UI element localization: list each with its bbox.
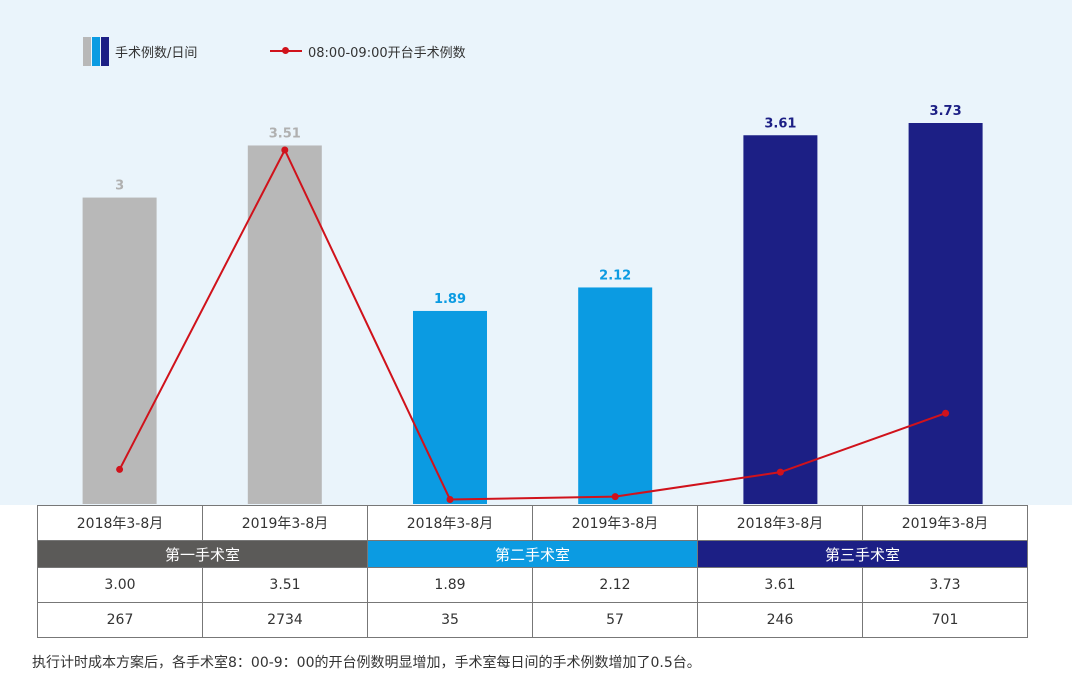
- bar-legend-icon: [83, 36, 109, 66]
- legend-bar-label: 手术例数/日间: [115, 45, 198, 61]
- chart-background: [0, 0, 1072, 505]
- line-point: [446, 495, 454, 503]
- table-cell: 2734: [202, 602, 368, 638]
- bar-value-label: 2.12: [599, 268, 631, 283]
- value-row-2: 267 2734 35 57 246 701: [37, 602, 1028, 638]
- table-cell: 701: [862, 602, 1028, 638]
- chart-bar: [413, 310, 487, 504]
- table-cell: 3.00: [37, 567, 203, 603]
- chart-bar: [578, 287, 653, 504]
- data-table: 2018年3-8月 2019年3-8月 2018年3-8月 2019年3-8月 …: [37, 505, 1028, 638]
- bar-value-label: 3.73: [930, 104, 962, 119]
- line-point: [776, 468, 784, 476]
- chart-bar: [82, 197, 157, 505]
- period-row: 2018年3-8月 2019年3-8月 2018年3-8月 2019年3-8月 …: [37, 505, 1028, 541]
- line-point: [281, 146, 289, 154]
- bar-value-label: 3.51: [269, 126, 301, 141]
- chart-bar: [908, 123, 983, 504]
- legend-bar: 手术例数/日间: [83, 36, 197, 66]
- bar-line-chart: 3 3.51 1.89 2.12 3.61 3.73: [82, 104, 983, 505]
- bar-value-label: 1.89: [434, 292, 466, 307]
- value-row-1: 3.00 3.51 1.89 2.12 3.61 3.73: [37, 567, 1028, 603]
- period-cell: 2018年3-8月: [367, 505, 533, 541]
- chart-bar: [247, 145, 322, 504]
- room-3-header: 第三手术室: [697, 540, 1028, 568]
- line-point: [611, 493, 619, 501]
- period-cell: 2018年3-8月: [37, 505, 203, 541]
- period-cell: 2018年3-8月: [697, 505, 863, 541]
- table-cell: 246: [697, 602, 863, 638]
- line-point: [116, 465, 124, 473]
- table-cell: 57: [532, 602, 698, 638]
- period-cell: 2019年3-8月: [532, 505, 698, 541]
- period-cell: 2019年3-8月: [202, 505, 368, 541]
- table-cell: 2.12: [532, 567, 698, 603]
- footnote: 执行计时成本方案后，各手术室8：00-9：00的开台例数明显增加，手术室每日间的…: [32, 655, 701, 671]
- table-cell: 3.73: [862, 567, 1028, 603]
- line-legend-icon: [270, 45, 302, 57]
- table-cell: 1.89: [367, 567, 533, 603]
- room-1-header: 第一手术室: [37, 540, 368, 568]
- table-cell: 3.61: [697, 567, 863, 603]
- table-cell: 3.51: [202, 567, 368, 603]
- room-row: 第一手术室 第二手术室 第三手术室: [37, 540, 1028, 568]
- table-cell: 35: [367, 602, 533, 638]
- chart-bar: [743, 135, 818, 504]
- bar-value-label: 3.61: [764, 116, 796, 131]
- legend-line-label: 08:00-09:00开台手术例数: [308, 45, 466, 61]
- bar-value-label: 3: [115, 179, 124, 194]
- line-series: [118, 147, 946, 501]
- legend-line: 08:00-09:00开台手术例数: [270, 36, 466, 66]
- period-cell: 2019年3-8月: [862, 505, 1028, 541]
- room-2-header: 第二手术室: [367, 540, 698, 568]
- table-cell: 267: [37, 602, 203, 638]
- line-point: [942, 409, 950, 417]
